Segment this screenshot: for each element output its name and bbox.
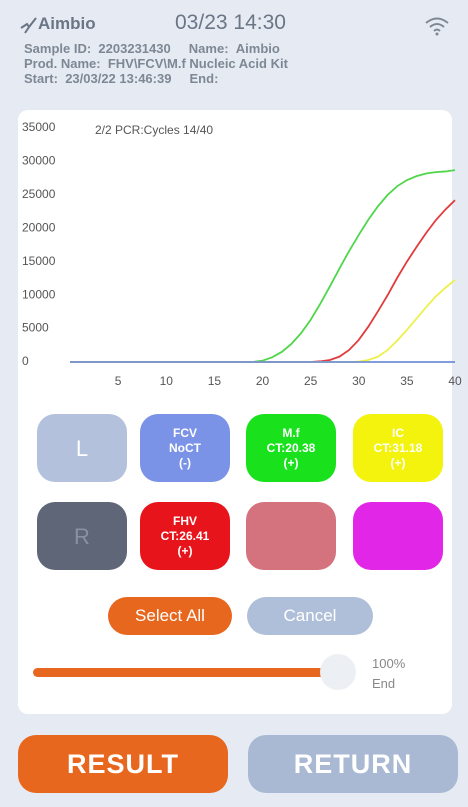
tile-text: CT:31.18 — [373, 440, 423, 455]
chart: 2/2 PCR:Cycles 14/40 0 5000 10000 15000 2000… — [22, 120, 462, 388]
y-tick-label: 10000 — [22, 287, 56, 301]
tile-text: (+) — [283, 455, 299, 470]
y-tick-label: 5000 — [22, 321, 49, 335]
x-tick-label: 25 — [304, 374, 318, 388]
label: Sample ID: — [24, 41, 92, 56]
series-line — [70, 199, 456, 363]
y-tick-label: 20000 — [22, 220, 56, 234]
channel-tile[interactable]: FHV CT:26.41 (+) — [140, 502, 230, 570]
series-line — [70, 169, 456, 363]
wifi-icon — [425, 17, 449, 36]
tile-text: FHV — [173, 513, 197, 528]
datetime: 03/23 14:30 — [175, 11, 286, 34]
brand: Aimbio — [38, 14, 96, 33]
x-tick-label: 20 — [256, 374, 270, 388]
progress-state: End — [372, 676, 396, 691]
label: Start: — [24, 71, 58, 86]
button-text: RETURN — [293, 748, 413, 779]
progress-track — [33, 668, 333, 677]
value: FHV\FCV\M.f Nucleic Acid Kit — [107, 56, 288, 71]
tile-text: NoCT — [169, 440, 201, 455]
x-tick-label: 5 — [115, 374, 122, 388]
value: Aimbio — [235, 41, 280, 56]
x-tick-label: 40 — [448, 374, 462, 388]
button-text: Select All — [135, 606, 205, 625]
y-tick-label: 0 — [22, 354, 29, 368]
cancel-button[interactable]: Cancel — [247, 597, 373, 635]
channel-tile[interactable]: IC CT:31.18 (+) — [353, 414, 443, 482]
tile-text: L — [75, 435, 89, 461]
label: Prod. Name: — [24, 56, 101, 71]
tile-text: M.f — [282, 425, 300, 440]
value: 2203231430 — [98, 41, 171, 56]
button-text: Cancel — [283, 606, 337, 625]
x-tick-label: 15 — [208, 374, 222, 388]
label: End: — [189, 71, 219, 86]
button-text: RESULT — [67, 748, 179, 779]
channel-tile[interactable] — [246, 502, 336, 570]
progress-knob[interactable] — [320, 654, 356, 690]
y-tick-label: 30000 — [22, 154, 56, 168]
progress-value: 100% — [372, 656, 406, 671]
channel-tile[interactable]: R — [37, 502, 127, 570]
result-button[interactable]: RESULT — [18, 735, 228, 793]
tile-text: (+) — [390, 455, 406, 470]
chart-annotation: 2/2 PCR:Cycles 14/40 — [95, 123, 213, 137]
channel-tile[interactable]: M.f CT:20.38 (+) — [246, 414, 336, 482]
x-tick-label: 10 — [160, 374, 174, 388]
sample-info: Sample ID: 2203231430 Name: Aimbio Prod.… — [24, 41, 288, 86]
channel-tile[interactable]: L — [37, 414, 127, 482]
panel — [18, 110, 452, 714]
select-all-button[interactable]: Select All — [108, 597, 232, 635]
series-line — [70, 279, 456, 363]
channel-tile[interactable] — [353, 502, 443, 570]
tile-text: CT:26.41 — [160, 528, 210, 543]
tile-text: FCV — [173, 425, 197, 440]
channel-tile[interactable]: FCV NoCT (-) — [140, 414, 230, 482]
tile-text: (-) — [179, 455, 191, 470]
tile-text: IC — [392, 425, 404, 440]
label: Name: — [188, 41, 229, 56]
x-tick-label: 35 — [400, 374, 414, 388]
tile-text: CT:20.38 — [266, 440, 316, 455]
y-tick-label: 15000 — [22, 254, 56, 268]
value: 23/03/22 13:46:39 — [65, 71, 172, 86]
logo-icon — [20, 17, 37, 34]
tile-text: R — [74, 523, 90, 549]
x-tick-label: 30 — [352, 374, 366, 388]
tile-text: (+) — [177, 543, 193, 558]
return-button[interactable]: RETURN — [248, 735, 458, 793]
y-tick-label: 25000 — [22, 187, 56, 201]
y-tick-label: 35000 — [22, 120, 56, 134]
